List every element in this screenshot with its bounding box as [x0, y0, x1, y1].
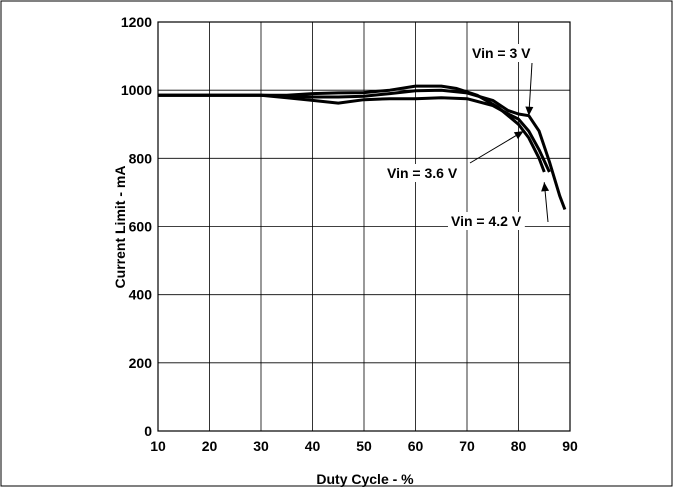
annotation-arrow-line — [469, 130, 524, 164]
x-tick-label: 80 — [511, 438, 527, 454]
y-tick-label: 800 — [129, 150, 153, 166]
plot-area-border — [157, 21, 571, 432]
x-tick-label: 50 — [356, 438, 372, 454]
series-line-1 — [158, 88, 567, 211]
series-line-2 — [158, 84, 546, 173]
x-tick-labels: 10 20 30 40 50 60 70 80 90 — [150, 438, 578, 454]
x-tick-label: 20 — [202, 438, 218, 454]
x-tick-label: 90 — [562, 438, 578, 454]
y-tick-labels: 0 200 400 600 800 1000 1200 — [121, 14, 152, 439]
y-axis-title: Current Limit - mA — [112, 166, 128, 289]
y-tick-label: 0 — [144, 423, 152, 439]
annotation-label: Vin = 3.6 V — [387, 165, 458, 181]
x-tick-label: 70 — [459, 438, 475, 454]
x-tick-label: 30 — [253, 438, 269, 454]
y-tick-label: 1200 — [121, 14, 152, 30]
x-tick-label: 60 — [408, 438, 424, 454]
x-axis-title: Duty Cycle - % — [316, 471, 414, 487]
series-line-3 — [158, 93, 551, 173]
x-tick-label: 10 — [150, 438, 166, 454]
y-tick-label: 600 — [129, 219, 153, 235]
x-tick-label: 40 — [305, 438, 321, 454]
annotation-label-bg — [469, 44, 535, 62]
y-tick-label: 200 — [129, 355, 153, 371]
annotation-arrowhead — [541, 182, 550, 192]
y-tick-label: 400 — [129, 287, 153, 303]
annotation-label: Vin = 3 V — [472, 45, 531, 61]
annotation-arrowhead — [513, 131, 524, 140]
series-lines — [158, 84, 567, 211]
annotation-label-bg — [384, 164, 461, 182]
annotations: Vin = 3 V Vin = 3.6 V Vin = 4.2 V — [384, 44, 550, 230]
y-tick-label: 1000 — [121, 82, 152, 98]
annotation-label-bg — [448, 212, 525, 230]
annotation-arrowhead — [525, 106, 534, 116]
annotation-label: Vin = 4.2 V — [451, 213, 522, 229]
